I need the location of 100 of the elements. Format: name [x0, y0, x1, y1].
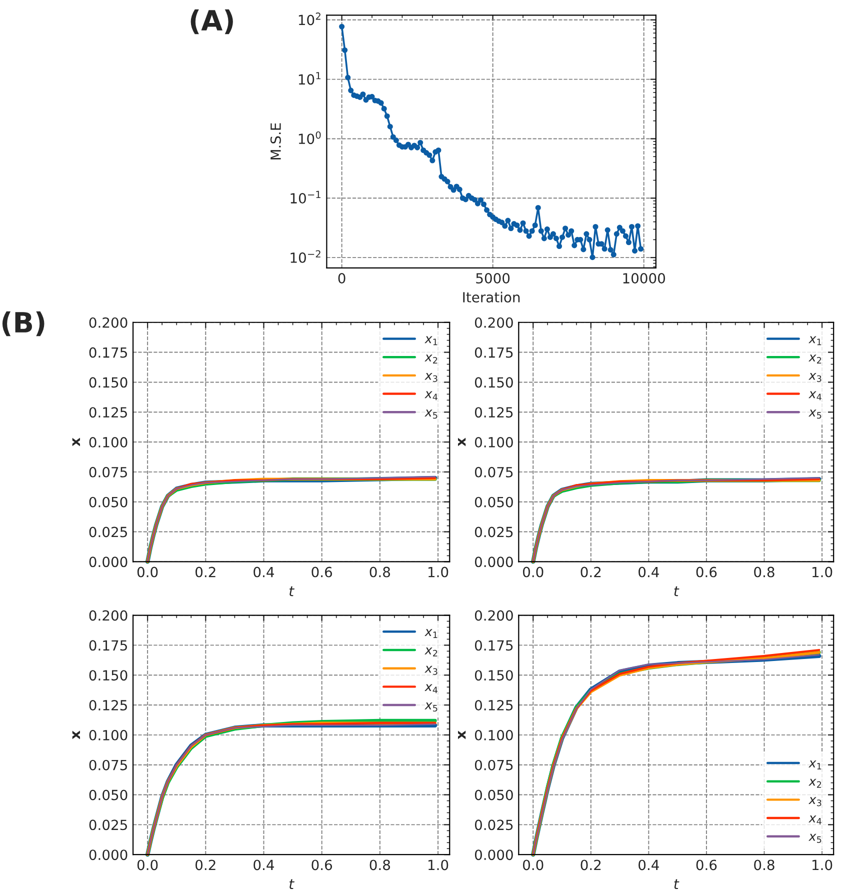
x-tick-label: 0.6	[696, 860, 717, 870]
y-tick-label: 0.175	[89, 640, 127, 651]
x-tick-label: 1.0	[428, 860, 448, 870]
y-tick-label: 0.200	[474, 317, 513, 328]
x-tick-label: 0.4	[254, 566, 274, 578]
x-tick-label: 0.2	[580, 566, 601, 578]
y-tick-label: 0.125	[89, 700, 127, 710]
y-axis-title: x	[72, 730, 80, 740]
y-tick-label: 0.050	[89, 790, 128, 800]
x-tick-label: 0.0	[137, 860, 158, 870]
x-tick-label: 0.4	[638, 860, 659, 870]
legend-label: x$_{2}$	[424, 648, 438, 656]
y-tick-label: 10$^{−2}$	[290, 250, 320, 263]
legend-label: x$_{3}$	[424, 666, 438, 675]
text: (A)	[190, 9, 233, 34]
x-axis-title: t	[674, 586, 680, 596]
y-tick-label: 0.125	[474, 407, 513, 418]
y-tick-label: 0.000	[89, 850, 128, 860]
y-tick-label: 0.175	[89, 347, 127, 358]
y-tick-label: 0.025	[474, 526, 513, 538]
y-tick-label: 0.100	[89, 730, 128, 740]
y-tick-label: 0.025	[89, 526, 127, 538]
legend-label: x$_{3}$	[424, 372, 438, 382]
y-tick-label: 0.150	[89, 377, 128, 388]
x-tick-label: 0.2	[580, 860, 601, 870]
x-tick-label: 0.0	[522, 860, 544, 870]
y-tick-label: 10$^{−1}$	[290, 190, 320, 204]
y-axis-title: x	[458, 730, 466, 740]
y-tick-label: 0.100	[89, 437, 128, 448]
legend-label: x$_{4}$	[808, 391, 822, 400]
x-tick-label: 0.2	[196, 860, 216, 870]
legend-label: x$_{1}$	[808, 760, 822, 770]
y-tick-label: 10$^{1}$	[298, 72, 320, 85]
x-tick-label: 10000	[623, 273, 666, 284]
y-tick-label: 0.175	[474, 347, 513, 358]
legend-label: x$_{1}$	[424, 336, 438, 346]
y-axis-title: x	[72, 438, 80, 446]
y-tick-label: 0.075	[89, 760, 127, 770]
legend-label: x$_{5}$	[808, 834, 822, 843]
y-tick-label: 0.075	[89, 466, 127, 478]
legend-label: x$_{1}$	[808, 336, 822, 346]
x-tick-label: 0.0	[137, 566, 158, 578]
y-tick-label: 0.150	[89, 670, 128, 681]
y-tick-label: 0.125	[474, 700, 513, 710]
y-tick-label: 0.100	[474, 730, 513, 740]
legend-label: x$_{4}$	[424, 684, 438, 694]
text: (B)	[2, 311, 44, 336]
y-tick-label: 0.175	[474, 640, 513, 651]
y-tick-label: 0.200	[89, 610, 128, 621]
x-tick-label: 0.4	[638, 566, 659, 578]
y-axis-title: x	[458, 438, 466, 446]
x-tick-label: 0.8	[370, 860, 390, 870]
y-tick-label: 0.000	[474, 556, 513, 568]
legend-label: x$_{5}$	[424, 702, 438, 712]
y-tick-label: 0.050	[474, 496, 513, 508]
legend-label: x$_{4}$	[424, 391, 438, 400]
x-tick-label: 0.6	[312, 566, 332, 578]
x-axis-title: t	[289, 586, 294, 596]
legend-label: x$_{3}$	[808, 797, 822, 806]
y-tick-label: 0.000	[89, 556, 128, 568]
y-tick-label: 0.025	[474, 820, 513, 830]
legend-label: x$_{2}$	[808, 778, 822, 788]
x-tick-label: 0	[338, 273, 346, 284]
y-tick-label: 0.200	[474, 610, 513, 621]
y-tick-label: 0.025	[89, 820, 127, 830]
x-tick-label: 0.6	[312, 860, 332, 870]
x-tick-label: 1.0	[428, 566, 448, 578]
y-tick-label: 0.075	[474, 466, 513, 478]
y-tick-label: 0.150	[474, 377, 513, 388]
y-tick-label: 0.000	[474, 850, 513, 860]
x-tick-label: 0.8	[754, 860, 774, 870]
y-tick-label: 10$^{2}$	[298, 12, 320, 26]
x-tick-label: 0.4	[254, 860, 274, 870]
x-tick-label: 0.2	[196, 566, 216, 578]
y-tick-label: 0.050	[474, 790, 513, 800]
y-tick-label: 10$^{0}$	[298, 131, 321, 144]
legend-label: x$_{2}$	[424, 354, 438, 364]
x-tick-label: 0.0	[522, 566, 544, 578]
x-tick-label: 0.8	[370, 566, 390, 578]
y-tick-label: 0.125	[89, 407, 127, 418]
legend-label: x$_{3}$	[808, 372, 822, 382]
y-tick-label: 0.150	[474, 670, 513, 681]
x-axis-title: t	[674, 879, 680, 890]
legend-label: x$_{5}$	[424, 410, 438, 419]
y-tick-label: 0.200	[89, 317, 128, 328]
y-tick-label: 0.075	[474, 760, 513, 770]
legend-label: x$_{1}$	[424, 629, 438, 638]
legend-label: x$_{4}$	[808, 816, 822, 824]
x-tick-label: 1.0	[812, 566, 832, 578]
x-tick-label: 1.0	[812, 860, 832, 870]
x-tick-label: 5000	[476, 273, 510, 284]
y-axis-title: M.S.E	[270, 123, 281, 160]
x-axis-title: Iteration	[463, 292, 520, 303]
x-tick-label: 0.8	[754, 566, 774, 578]
legend-label: x$_{2}$	[808, 354, 822, 364]
y-tick-label: 0.100	[474, 437, 513, 448]
y-tick-label: 0.050	[89, 496, 128, 508]
x-axis-title: t	[289, 879, 294, 890]
x-tick-label: 0.6	[696, 566, 717, 578]
legend-label: x$_{5}$	[808, 410, 822, 419]
